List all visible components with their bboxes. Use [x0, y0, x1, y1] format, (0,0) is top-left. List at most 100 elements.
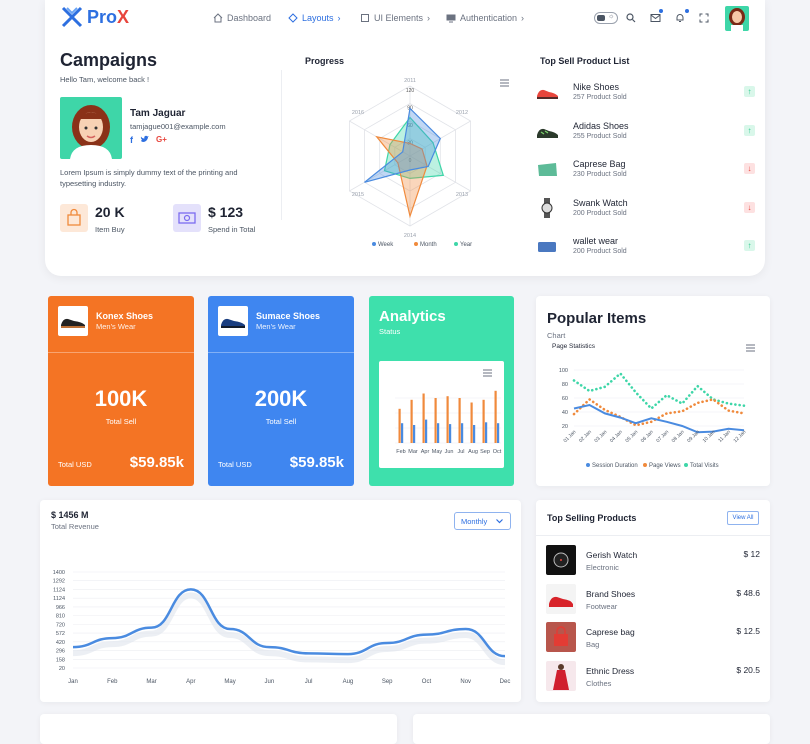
twitter-icon[interactable]	[140, 135, 149, 144]
y-tick-label: 20	[562, 424, 568, 430]
revenue-line-chart: 1400 1292 1124 1124 966 810 720 572 420 296 158 20 J…	[53, 570, 511, 685]
legend-label: Month	[420, 242, 437, 248]
x-tick-label: 01 Jan	[563, 429, 578, 444]
search-icon[interactable]	[626, 13, 636, 23]
prox-logo-icon	[61, 6, 83, 28]
top-navbar: ProX Dashboard Layouts › UI Elements › A…	[45, 0, 765, 38]
card-product-category: Men's Wear	[96, 322, 136, 331]
session-duration-series	[573, 403, 745, 434]
product-name: Brand Shoes	[586, 588, 636, 599]
top-sell-item[interactable]: Adidas Shoes 255 Product Sold ↑	[535, 119, 755, 157]
chart-menu-icon[interactable]	[483, 369, 492, 377]
top-selling-item[interactable]: Caprese bag Bag $ 12.5	[546, 622, 760, 656]
period-dropdown[interactable]: Monthly	[454, 512, 511, 530]
nav-ui-elements[interactable]: UI Elements ›	[360, 13, 430, 23]
sun-icon: ☼	[608, 13, 615, 20]
y-tick-label: 1400	[53, 570, 65, 576]
y-tick-label: 810	[56, 614, 65, 620]
user-avatar[interactable]	[725, 6, 749, 31]
avatar-illustration	[729, 8, 745, 31]
month-label: Jun	[445, 449, 454, 455]
top-sell-list: Nike Shoes 257 Product Sold ↑ Adidas Shoes 2…	[535, 80, 755, 270]
product-image	[546, 622, 576, 652]
popular-items-title: Popular Items	[547, 310, 647, 327]
product-sold-count: 257 Product Sold	[573, 94, 627, 101]
brand-logo[interactable]: ProX	[61, 6, 129, 28]
orange-bar	[482, 399, 485, 443]
chart-menu-icon[interactable]	[746, 344, 755, 352]
legend-label: Session Duration	[592, 463, 638, 469]
product-name: Gerish Watch	[586, 550, 638, 560]
top-sell-item[interactable]: Caprese Bag 230 Product Sold ↓	[535, 157, 755, 195]
product-name: Swank Watch	[573, 197, 628, 208]
top-sell-item[interactable]: wallet wear 200 Product Sold ↑	[535, 234, 755, 272]
year-series	[383, 116, 445, 180]
trend-up-icon: ↑	[744, 86, 755, 97]
month-label: Aug	[468, 449, 478, 455]
product-thumbnail-icon	[538, 242, 556, 252]
y-tick-label: 572	[56, 631, 65, 637]
radar-axis-line	[349, 120, 411, 157]
nav-layouts-label: Layouts	[302, 13, 334, 23]
y-tick-label: 158	[56, 657, 65, 663]
chart-menu-icon[interactable]	[500, 79, 509, 87]
konex-shoes-card[interactable]: Konex Shoes Men's Wear 100K Total Sell T…	[48, 296, 194, 486]
month-label: Aug	[343, 679, 354, 685]
radar-axis-label: 2015	[352, 192, 364, 198]
top-selling-title: Top Selling Products	[547, 513, 637, 523]
revenue-card: $ 1456 M Total Revenue Monthly 1400 1292 1…	[40, 500, 521, 702]
top-sell-item[interactable]: Nike Shoes 257 Product Sold ↑	[535, 80, 755, 118]
social-links: f G+	[130, 135, 167, 145]
y-tick-label: 720	[56, 622, 65, 628]
top-sell-item[interactable]: Swank Watch 200 Product Sold ↓	[535, 196, 755, 234]
blue-bar	[461, 423, 464, 443]
top-sell-title: Top Sell Product List	[540, 56, 630, 66]
radar-axis-line	[349, 155, 411, 192]
blue-bar	[449, 424, 452, 443]
facebook-icon[interactable]: f	[130, 135, 133, 145]
theme-toggle[interactable]: ☼	[594, 12, 618, 24]
x-tick-label: 12 Jan	[733, 429, 748, 444]
x-tick-label: 03 Jan	[593, 429, 608, 444]
brand-name: ProX	[87, 6, 130, 27]
radar-axis-label: 2014	[404, 233, 416, 239]
top-selling-item[interactable]: Gerish Watch Electronic $ 12	[546, 545, 760, 579]
blue-bar	[485, 422, 488, 443]
divider	[48, 352, 194, 353]
product-price: $ 48.6	[736, 587, 760, 598]
mail-icon[interactable]	[650, 13, 661, 23]
google-plus-icon[interactable]: G+	[156, 135, 167, 144]
top-selling-item[interactable]: Ethnic Dress Clothes $ 20.5	[546, 660, 760, 695]
y-tick-label: 1292	[53, 579, 65, 585]
profile-picture	[60, 97, 122, 159]
view-all-button[interactable]: View All	[727, 511, 759, 525]
month-label: Dec	[500, 679, 511, 685]
month-label: Nov	[460, 679, 471, 685]
nav-dashboard[interactable]: Dashboard	[213, 13, 271, 23]
nav-layouts[interactable]: Layouts ›	[288, 13, 341, 23]
top-selling-item[interactable]: Brand Shoes Footwear $ 48.6	[546, 583, 760, 618]
legend-label: Page Views	[649, 463, 681, 469]
card-total-usd-value: $59.85k	[289, 454, 344, 471]
y-tick-label: 420	[56, 640, 65, 646]
woman-avatar-illustration	[70, 105, 112, 159]
trend-down-icon: ↓	[744, 163, 755, 174]
product-category: Bag	[586, 640, 600, 649]
card-total-sell-label: Total Sell	[265, 417, 297, 426]
fullscreen-icon[interactable]	[699, 13, 709, 23]
user-name: Tam Jaguar	[130, 108, 186, 119]
bell-icon[interactable]	[675, 13, 685, 23]
orange-bar	[446, 396, 449, 443]
sumace-shoes-card[interactable]: Sumace Shoes Men's Wear 200K Total Sell …	[208, 296, 354, 486]
month-label: Feb	[396, 449, 405, 455]
product-sold-count: 200 Product Sold	[573, 209, 627, 217]
month-label: Jul	[305, 679, 313, 685]
nav-authentication[interactable]: Authentication ›	[446, 13, 524, 23]
blue-bar	[473, 425, 476, 443]
analytics-chart-panel: Feb Mar Apr May Jun Jul Aug Sep Oct	[379, 361, 504, 468]
legend-label: Total Visits	[690, 463, 719, 469]
spend-label: Spend in Total	[208, 225, 256, 234]
orange-bar	[422, 393, 425, 443]
item-buy-badge	[60, 204, 88, 232]
